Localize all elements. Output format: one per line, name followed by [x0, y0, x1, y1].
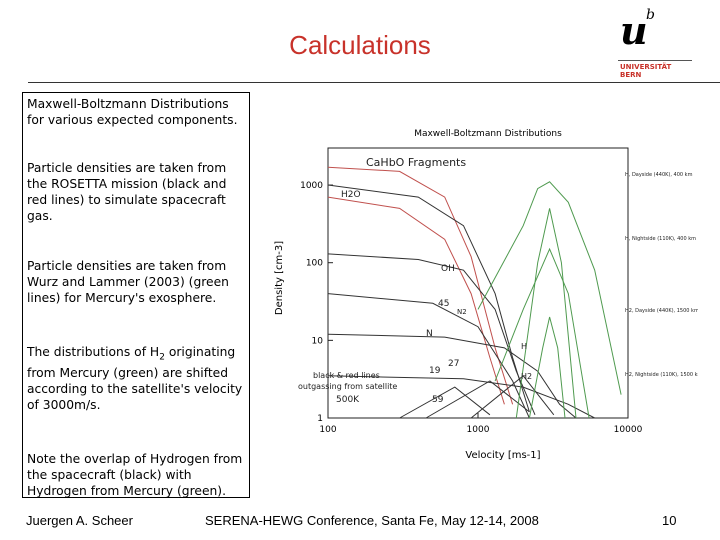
logo-mark: u [620, 8, 648, 53]
description-box: Maxwell-Boltzmann Distributions for vari… [22, 92, 250, 498]
slide-title: Calculations [289, 30, 431, 60]
right-label: H, Nightside (110K), 400 km [625, 236, 696, 242]
annotation-label: 500K [336, 395, 360, 405]
paragraph-3: Particle densities are taken from Wurz a… [27, 259, 229, 305]
right-label: H, Dayside (440K), 400 km [625, 172, 693, 178]
annotation-label: H2O [341, 190, 361, 200]
series-line-5 [327, 293, 530, 419]
series-line-2 [327, 196, 505, 405]
series-line-14 [528, 316, 566, 419]
footer-author: Juergen A. Scheer [26, 513, 133, 528]
series-line-7 [327, 375, 595, 419]
legend-title: CaHbO Fragments [366, 156, 466, 169]
annotation-label: H2 [521, 372, 532, 381]
logo-line-1: UNIVERSITÄT [620, 63, 672, 71]
annotation-label: 45 [438, 299, 449, 309]
logo-line-2: BERN [620, 71, 642, 79]
x-axis-label: Velocity [ms-1] [465, 450, 540, 461]
y-tick-label: 1000 [300, 181, 323, 191]
annotation-label: H [521, 342, 527, 351]
annotation-label: N2 [457, 308, 467, 316]
x-tick-label: 10000 [614, 425, 643, 435]
y-tick-label: 1 [317, 414, 323, 424]
annotation-label: N [426, 329, 433, 339]
university-logo: u b UNIVERSITÄT BERN [618, 6, 698, 86]
series-line-12 [515, 208, 577, 419]
logo-text: UNIVERSITÄT BERN [620, 63, 671, 79]
x-tick-label: 1000 [467, 425, 490, 435]
paragraph-5: Note the overlap of Hydrogen from the sp… [27, 452, 243, 499]
page-number: 10 [662, 513, 677, 528]
annotation-label: 59 [432, 395, 444, 405]
paragraph-4: The distributions of H2 originating from… [27, 344, 245, 413]
x-tick-label: 100 [319, 425, 336, 435]
annotation-label: OH [441, 264, 455, 274]
series-line-13 [494, 247, 590, 419]
annotation-label: 19 [429, 366, 441, 376]
maxwell-boltzmann-chart: Maxwell-Boltzmann Distributions 100 1000 10… [274, 129, 698, 461]
annotation-label: black & red lines [313, 371, 380, 380]
logo-superscript: b [646, 7, 655, 23]
series-line-6 [327, 333, 577, 419]
chart-title: Maxwell-Boltzmann Distributions [414, 129, 562, 139]
series-line-10 [470, 375, 555, 419]
paragraph-1: Maxwell-Boltzmann Distributions for vari… [27, 97, 238, 127]
paragraph-4-before: The distributions of H [27, 345, 160, 359]
y-tick-label: 100 [306, 259, 323, 269]
title-divider [28, 82, 720, 83]
annotation-label: 27 [448, 359, 459, 369]
series-line-8 [399, 386, 491, 419]
right-label: H2, Nightside (110K), 1500 km [625, 372, 698, 378]
right-label: H2, Dayside (440K), 1500 km [625, 308, 698, 314]
series-line-9 [425, 380, 530, 419]
annotation-label: outgassing from satellite [298, 382, 397, 391]
footer-conference: SERENA-HEWG Conference, Santa Fe, May 12… [205, 513, 539, 528]
paragraph-4-subscript: 2 [159, 352, 165, 363]
series-line-3 [327, 184, 530, 413]
y-tick-label: 10 [312, 336, 324, 346]
series-line-1 [327, 166, 514, 405]
logo-divider [618, 60, 692, 61]
y-axis-label: Density [cm-3] [274, 241, 285, 315]
paragraph-4-after: originating from Mercury (green) are shi… [27, 345, 243, 413]
series-line-11 [477, 181, 622, 395]
paragraph-2: Particle densities are taken from the RO… [27, 161, 227, 223]
